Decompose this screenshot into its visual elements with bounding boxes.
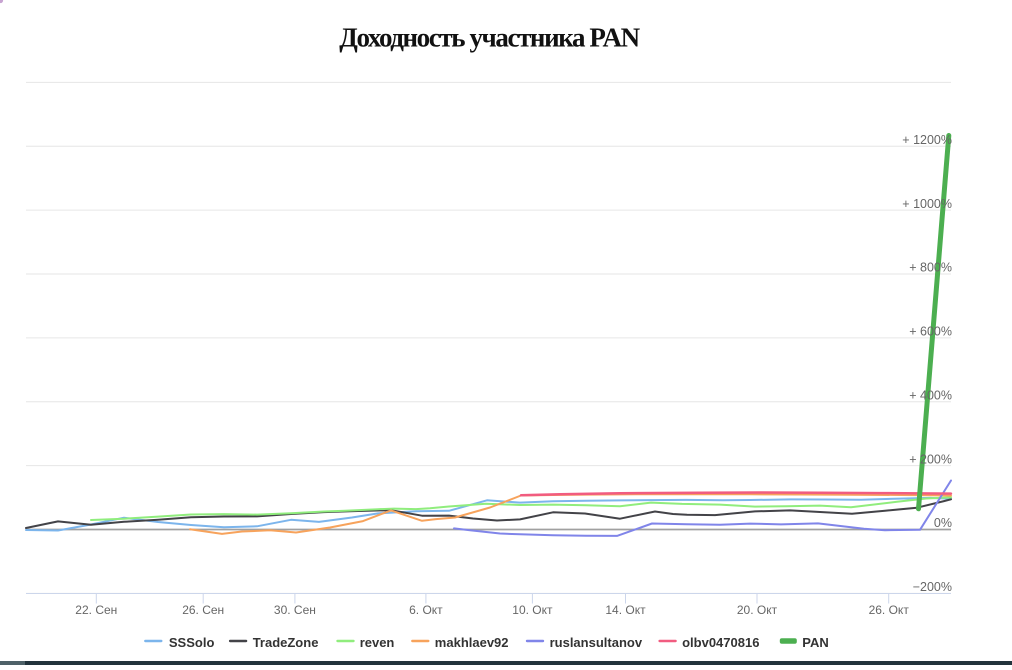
svg-text:6. Окт: 6. Окт: [409, 603, 443, 617]
svg-text:TradeZone: TradeZone: [253, 635, 319, 650]
svg-text:14. Окт: 14. Окт: [605, 603, 646, 617]
svg-text:+ 600%: + 600%: [909, 325, 952, 339]
svg-text:+ 400%: + 400%: [909, 388, 952, 402]
svg-text:26. Окт: 26. Окт: [869, 603, 910, 617]
svg-text:10. Окт: 10. Окт: [512, 603, 553, 617]
svg-text:0%: 0%: [934, 516, 952, 530]
svg-text:olbv0470816: olbv0470816: [682, 635, 759, 650]
svg-text:ruslansultanov: ruslansultanov: [550, 635, 643, 650]
svg-text:+ 200%: + 200%: [909, 452, 952, 466]
svg-text:reven: reven: [360, 635, 395, 650]
svg-text:+ 1000%: + 1000%: [902, 197, 952, 211]
svg-text:PAN: PAN: [802, 635, 828, 650]
svg-text:20. Окт: 20. Окт: [737, 603, 778, 617]
svg-text:−200%: −200%: [913, 580, 952, 594]
svg-text:30. Сен: 30. Сен: [274, 603, 316, 617]
svg-text:makhlaev92: makhlaev92: [435, 635, 509, 650]
svg-text:22. Сен: 22. Сен: [75, 603, 117, 617]
svg-text:+ 1200%: + 1200%: [902, 133, 952, 147]
svg-text:26. Сен: 26. Сен: [182, 603, 224, 617]
svg-text:SSSolo: SSSolo: [169, 635, 215, 650]
svg-text:+ 800%: + 800%: [909, 261, 952, 275]
svg-text:Доходность участника PAN: Доходность участника PAN: [339, 23, 640, 53]
